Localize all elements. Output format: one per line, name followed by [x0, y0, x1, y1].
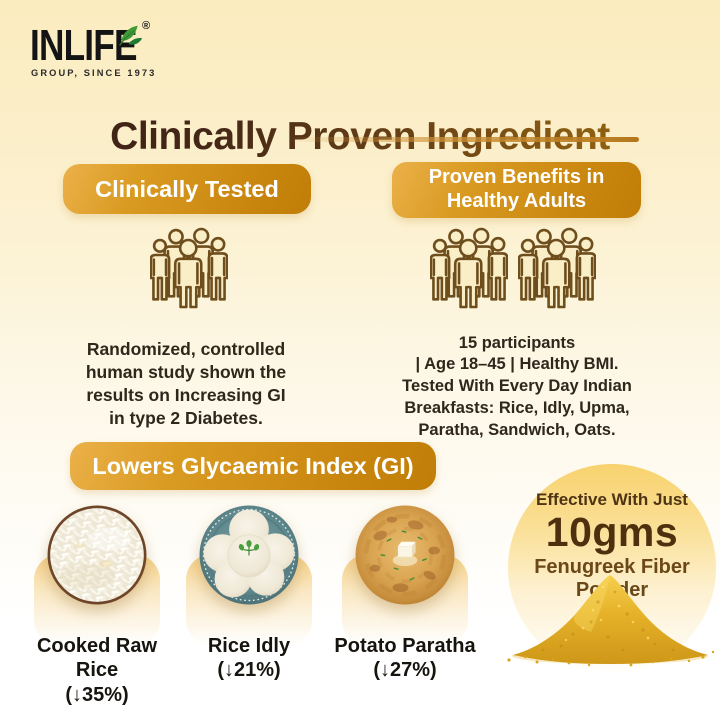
brand-logo: INLIFE ® GROUP, SINCE 1973: [30, 20, 170, 84]
lowers-gi-banner: Lowers Glycaemic Index (GI): [70, 442, 436, 490]
idly-plate-photo: [199, 505, 299, 605]
dosage-intro: Effective With Just: [536, 490, 688, 509]
food-name: Potato Paratha: [334, 635, 476, 657]
people-group-icon: [430, 227, 508, 309]
people-group-icon: [518, 227, 596, 309]
lowers-gi-heading: Lowers Glycaemic Index (GI): [92, 452, 414, 479]
clinical-people-icons: [150, 226, 228, 310]
title-underline: [287, 137, 639, 142]
leaf-icon: [119, 25, 143, 46]
food-name: Rice Idly: [207, 635, 291, 657]
food-item-rice-idly: Rice Idly (↓21%): [174, 502, 324, 683]
food-item-potato-paratha: Potato Paratha (↓27%): [330, 502, 480, 683]
people-group-icon: [150, 227, 228, 309]
food-gi-reduction: (↓35%): [65, 683, 129, 706]
powder-pile-image: [507, 575, 715, 667]
clinically-tested-banner: Clinically Tested: [63, 164, 311, 214]
food-gi-reduction: (↓27%): [373, 659, 437, 682]
food-gi-reduction: (↓21%): [217, 659, 281, 682]
brand-name: INLIFE: [30, 21, 137, 70]
food-item-cooked-raw-rice: Cooked Raw Rice (↓35%): [22, 502, 172, 707]
page-title: Clinically Proven Ingredient: [0, 115, 720, 159]
proven-benefits-heading: Proven Benefits in Healthy Adults: [428, 166, 605, 212]
clinical-study-text: Randomized, controlled human study shown…: [85, 338, 287, 429]
benefits-study-text: 15 participants | Age 18–45 | Healthy BM…: [402, 333, 632, 439]
paratha-photo: [355, 505, 455, 605]
proven-benefits-banner: Proven Benefits in Healthy Adults: [392, 162, 641, 218]
rice-bowl-photo: [47, 505, 147, 605]
benefits-people-icons: [430, 226, 596, 310]
registered-trademark: ®: [142, 20, 151, 32]
clinically-tested-heading: Clinically Tested: [95, 175, 279, 202]
dosage-amount: 10gms: [545, 509, 679, 555]
dosage-badge: Effective With Just 10gms Fenugreek Fibe…: [508, 464, 716, 672]
food-name: Cooked Raw Rice: [36, 635, 158, 682]
brand-tagline: GROUP, SINCE 1973: [31, 68, 157, 78]
